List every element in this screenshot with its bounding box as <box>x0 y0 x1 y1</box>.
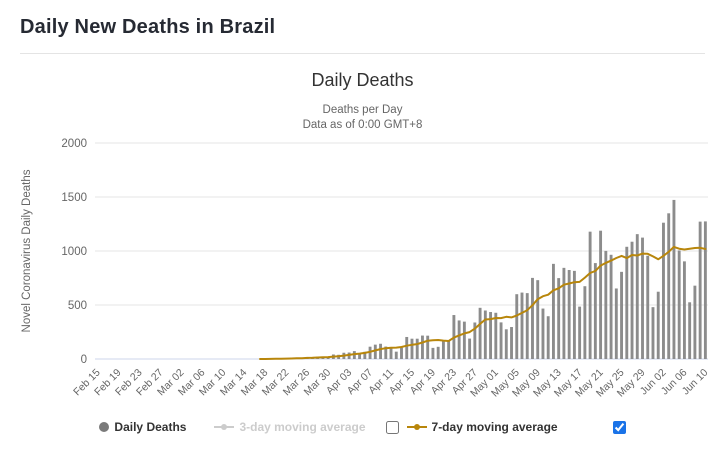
y-axis-tick-label: 1500 <box>61 192 87 204</box>
daily-deaths-bar[interactable] <box>504 329 508 359</box>
daily-deaths-bar[interactable] <box>379 343 382 359</box>
chart-canvas: 0 500 1000 1500 2000 Novel Coronavirus Daily … <box>21 138 711 400</box>
daily-deaths-bar[interactable] <box>688 302 692 359</box>
daily-deaths-bar[interactable] <box>593 263 597 359</box>
daily-deaths-bar[interactable] <box>630 241 634 359</box>
daily-deaths-bar[interactable] <box>620 271 623 359</box>
legend-label-3day-ma: 3-day moving average <box>239 420 366 434</box>
daily-deaths-marker-icon <box>99 422 110 432</box>
daily-deaths-bar[interactable] <box>551 263 555 359</box>
daily-deaths-bar[interactable] <box>578 306 582 359</box>
daily-deaths-bar[interactable] <box>682 261 686 359</box>
daily-deaths-bar[interactable] <box>489 312 493 359</box>
daily-deaths-bar[interactable] <box>405 336 409 359</box>
daily-deaths-series <box>258 199 707 359</box>
daily-deaths-bar[interactable] <box>662 222 665 359</box>
y-axis-tick-label: 0 <box>81 354 87 366</box>
daily-deaths-bar[interactable] <box>599 230 603 359</box>
daily-deaths-bar[interactable] <box>604 250 608 359</box>
daily-deaths-bar[interactable] <box>421 335 424 359</box>
daily-deaths-bar[interactable] <box>447 341 451 359</box>
daily-deaths-bar[interactable] <box>531 277 534 359</box>
daily-deaths-bar[interactable] <box>436 346 440 359</box>
legend-item-7day-ma[interactable]: 7-day moving average <box>406 420 558 434</box>
daily-deaths-bar[interactable] <box>520 292 524 359</box>
daily-deaths-bar[interactable] <box>358 353 362 359</box>
y-axis-title: Novel Coronavirus Daily Deaths <box>21 169 33 332</box>
chart-subtitle-line2: Data as of 0:00 GMT+8 <box>302 119 423 131</box>
chart-title: Daily Deaths <box>311 70 414 90</box>
daily-deaths-bar[interactable] <box>583 286 587 359</box>
y-axis-tick-label: 2000 <box>61 138 87 150</box>
daily-deaths-bar[interactable] <box>441 341 445 359</box>
daily-deaths-bar[interactable] <box>363 351 367 359</box>
chart-subtitle-line1: Deaths per Day <box>322 104 403 116</box>
daily-deaths-bar[interactable] <box>614 288 618 359</box>
daily-deaths-bar[interactable] <box>426 335 430 359</box>
daily-deaths-bar[interactable] <box>703 221 707 359</box>
legend-item-daily-deaths[interactable]: Daily Deaths <box>99 420 186 434</box>
chart-legend: Daily Deaths 3-day moving average 7-day … <box>0 420 725 434</box>
legend-label-7day-ma: 7-day moving average <box>431 420 558 434</box>
daily-deaths-bar[interactable] <box>483 310 487 359</box>
y-axis-labels: 0 500 1000 1500 2000 <box>61 138 87 366</box>
ma3-checkbox[interactable] <box>385 420 399 434</box>
daily-deaths-bar[interactable] <box>698 221 702 359</box>
daily-deaths-bar[interactable] <box>625 246 629 359</box>
header-divider <box>20 53 705 54</box>
daily-deaths-bar[interactable] <box>368 346 372 359</box>
y-axis-tick-label: 500 <box>68 300 87 312</box>
daily-deaths-bar[interactable] <box>667 213 671 359</box>
daily-deaths-bar[interactable] <box>462 321 466 359</box>
daily-deaths-bar[interactable] <box>510 327 513 359</box>
daily-deaths-bar[interactable] <box>546 316 550 359</box>
daily-deaths-bar[interactable] <box>635 234 639 359</box>
daily-deaths-bar[interactable] <box>494 312 498 359</box>
ma7-line[interactable] <box>259 245 707 360</box>
daily-deaths-bar[interactable] <box>672 199 676 359</box>
daily-deaths-bar[interactable] <box>641 237 644 359</box>
daily-deaths-bar[interactable] <box>525 293 529 359</box>
daily-deaths-bar[interactable] <box>646 255 650 359</box>
ma3-marker-icon <box>214 422 235 432</box>
chart-subtitle: Deaths per Day Data as of 0:00 GMT+8 <box>0 103 725 133</box>
daily-deaths-bar[interactable] <box>588 231 592 359</box>
chart-header: Daily Deaths Deaths per Day Data as of 0… <box>0 70 725 133</box>
daily-deaths-bar[interactable] <box>567 270 571 359</box>
daily-deaths-bar[interactable] <box>515 294 519 359</box>
daily-deaths-bar[interactable] <box>557 278 561 359</box>
gridlines <box>95 142 708 306</box>
y-axis-tick-label: 1000 <box>61 246 87 258</box>
daily-deaths-bar[interactable] <box>693 285 697 359</box>
daily-deaths-bar[interactable] <box>415 338 419 359</box>
daily-deaths-bar[interactable] <box>562 267 566 359</box>
legend-label-daily-deaths: Daily Deaths <box>114 420 187 434</box>
daily-deaths-bar[interactable] <box>384 346 388 359</box>
legend-item-3day-ma[interactable]: 3-day moving average <box>214 420 366 434</box>
page-title: Daily New Deaths in Brazil <box>20 16 276 38</box>
daily-deaths-bar[interactable] <box>389 348 393 359</box>
daily-deaths-bar[interactable] <box>457 320 461 359</box>
daily-deaths-bar[interactable] <box>410 338 414 359</box>
ma7-checkbox[interactable] <box>612 420 626 434</box>
daily-deaths-bar[interactable] <box>473 322 477 359</box>
daily-deaths-bar[interactable] <box>656 291 660 359</box>
daily-deaths-bar[interactable] <box>373 344 377 359</box>
ma7-marker-icon <box>406 422 427 432</box>
daily-deaths-bar[interactable] <box>468 338 472 359</box>
daily-deaths-bar[interactable] <box>651 307 655 359</box>
daily-deaths-bar[interactable] <box>394 351 398 359</box>
daily-deaths-bar[interactable] <box>499 322 503 359</box>
daily-deaths-bar[interactable] <box>677 250 681 359</box>
daily-deaths-bar[interactable] <box>478 307 482 359</box>
page-header: Daily New Deaths in Brazil <box>0 0 725 54</box>
daily-deaths-bar[interactable] <box>609 254 613 359</box>
daily-deaths-bar[interactable] <box>541 308 545 359</box>
daily-deaths-bar[interactable] <box>536 280 540 359</box>
daily-deaths-bar[interactable] <box>431 347 435 359</box>
daily-deaths-bar[interactable] <box>572 270 576 359</box>
daily-deaths-bar[interactable] <box>400 347 403 359</box>
